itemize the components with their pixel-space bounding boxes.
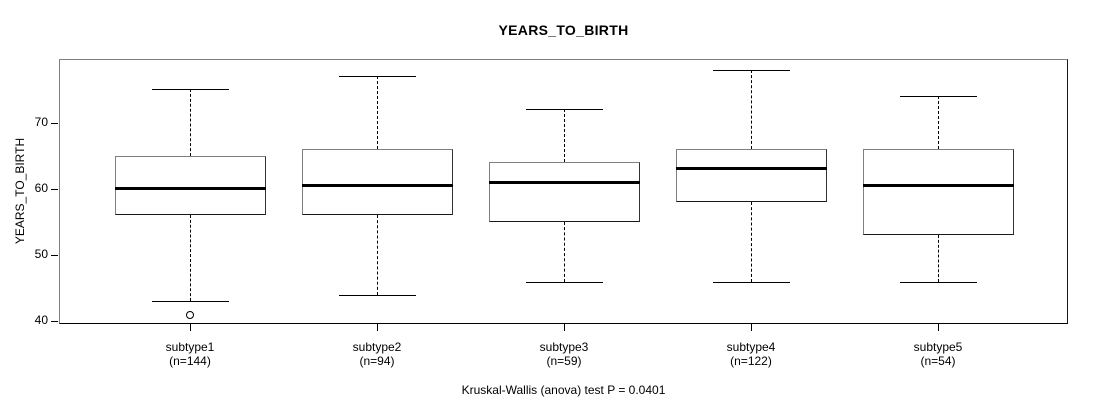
iqr-box [301,149,453,216]
sample-size-label: (n=59) [546,354,582,368]
sample-size-label: (n=94) [359,354,395,368]
outlier-point [186,310,194,319]
y-tick-label: 40 [34,313,48,328]
upper-whisker-cap [338,76,416,78]
lower-whisker-cap [525,281,603,283]
x-category-label: subtype3 [539,340,589,354]
x-category-label: subtype2 [352,340,402,354]
y-tick-label: 60 [34,180,48,195]
y-tick [51,188,58,190]
lower-whisker-line [564,221,565,282]
upper-whisker-line [564,109,565,163]
sample-size-label: (n=54) [920,354,956,368]
median-line [114,187,266,191]
x-category-label: subtype5 [913,340,963,354]
lower-whisker-cap [151,301,229,303]
upper-whisker-line [190,89,191,156]
lower-whisker-cap [712,281,790,283]
iqr-box [862,149,1014,236]
lower-whisker-cap [899,281,977,283]
y-tick [51,321,58,323]
kruskal-wallis-annotation: Kruskal-Wallis (anova) test P = 0.0401 [461,383,666,397]
x-category-label: subtype4 [726,340,776,354]
iqr-box [114,155,266,216]
iqr-box [488,162,640,222]
iqr-box [675,149,827,203]
x-tick [938,324,939,331]
median-line [488,180,640,184]
x-tick [190,324,191,331]
median-line [301,184,453,188]
y-tick-label: 50 [34,247,48,262]
median-line [862,184,1014,188]
x-tick [377,324,378,331]
median-line [675,167,827,171]
y-tick [51,255,58,257]
lower-whisker-line [938,235,939,282]
upper-whisker-cap [151,89,229,91]
upper-whisker-line [751,69,752,150]
y-tick [51,122,58,124]
x-tick [564,324,565,331]
lower-whisker-cap [338,294,416,296]
lower-whisker-line [751,202,752,282]
upper-whisker-cap [899,96,977,98]
upper-whisker-line [377,76,378,150]
plot-area: subtype1 (n=144) subtype2 (n=94) subtype3 (n=… [35,59,1068,368]
upper-whisker-line [938,96,939,150]
sample-size-label: (n=122) [730,354,772,368]
plot-frame [59,59,1068,324]
y-tick-label: 70 [34,114,48,129]
chart-title: YEARS_TO_BIRTH [498,22,629,38]
lower-whisker-line [190,215,191,302]
x-category-label: subtype1 [165,340,215,354]
upper-whisker-cap [712,69,790,71]
upper-whisker-cap [525,109,603,111]
sample-size-label: (n=144) [169,354,211,368]
x-tick [751,324,752,331]
lower-whisker-line [377,215,378,295]
